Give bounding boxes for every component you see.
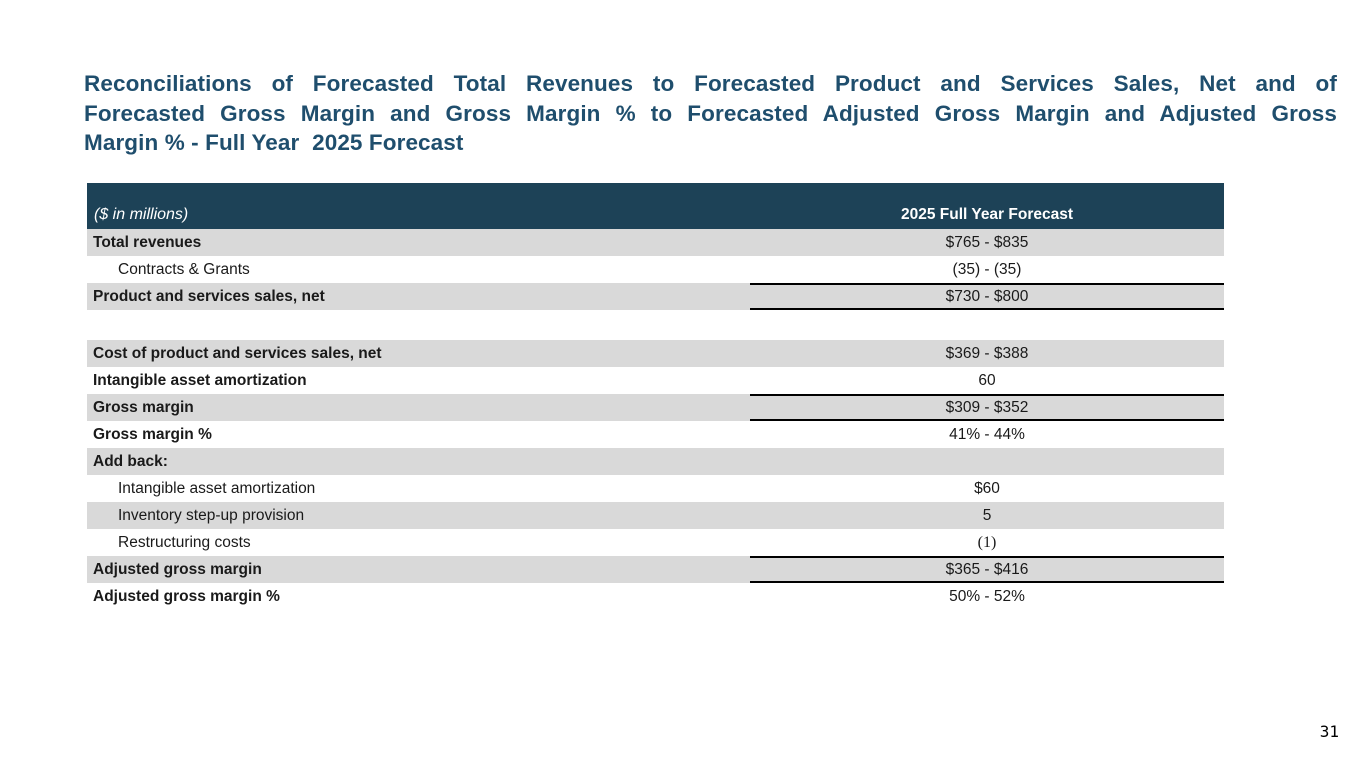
row-label: Cost of product and services sales, net	[93, 344, 382, 362]
row-value: $365 - $416	[750, 556, 1224, 583]
row-value: $309 - $352	[750, 394, 1224, 421]
row-value: $369 - $388	[945, 344, 1029, 362]
table-row: Adjusted gross margin % 50% - 52%	[87, 583, 1224, 610]
row-value: $730 - $800	[750, 283, 1224, 310]
page-number: 31	[1319, 722, 1339, 741]
table-body: Total revenues $765 - $835 Contracts & Gra…	[87, 229, 1224, 610]
table-row: Product and services sales, net $730 - $8…	[87, 283, 1224, 310]
table-row: Adjusted gross margin $365 - $416	[87, 556, 1224, 583]
table-header-forecast-column: 2025 Full Year Forecast	[900, 206, 1074, 223]
row-label: Intangible asset amortization	[93, 371, 307, 389]
reconciliation-table: ($ in millions) 2025 Full Year Forecast …	[87, 183, 1224, 610]
table-row: Gross margin $309 - $352	[87, 394, 1224, 421]
table-row: Total revenues $765 - $835	[87, 229, 1224, 256]
table-section-spacer	[87, 310, 1224, 340]
row-value: 41% - 44%	[949, 425, 1025, 443]
row-label: Adjusted gross margin %	[93, 587, 280, 605]
row-value: 50% - 52%	[949, 587, 1025, 605]
row-label: Intangible asset amortization	[118, 479, 316, 497]
row-value: $765 - $835	[945, 233, 1029, 251]
row-label: Total revenues	[93, 233, 202, 251]
table-row: Cost of product and services sales, net $…	[87, 340, 1224, 367]
row-value: (35) - (35)	[952, 260, 1022, 278]
row-value: 60	[978, 371, 996, 389]
row-label: Gross margin	[93, 398, 194, 416]
table-header-units-label: ($ in millions)	[94, 206, 189, 223]
row-value	[750, 448, 1224, 475]
slide-title-line-1: Reconciliations of Forecasted Total Reve…	[84, 71, 1337, 96]
row-label: Adjusted gross margin	[93, 560, 262, 578]
table-row: Intangible asset amortization $60	[87, 475, 1224, 502]
row-value: 5	[982, 506, 992, 524]
table-row: Inventory step-up provision 5	[87, 502, 1224, 529]
table-header-row: ($ in millions) 2025 Full Year Forecast	[87, 183, 1224, 229]
table-row: Contracts & Grants (35) - (35)	[87, 256, 1224, 283]
row-value: (1)	[977, 533, 997, 551]
row-label: Add back:	[93, 452, 168, 470]
row-label: Gross margin %	[93, 425, 212, 443]
slide-title: Reconciliations of Forecasted Total Reve…	[84, 69, 1337, 158]
row-label: Contracts & Grants	[118, 260, 250, 278]
table-row: Intangible asset amortization 60	[87, 367, 1224, 394]
table-row: Gross margin % 41% - 44%	[87, 421, 1224, 448]
table-row: Add back:	[87, 448, 1224, 475]
row-label: Inventory step-up provision	[118, 506, 305, 524]
row-value: $60	[974, 479, 1000, 497]
table-row: Restructuring costs (1)	[87, 529, 1224, 556]
slide-title-line-3: Margin % - Full Year 2025 Forecast	[84, 130, 464, 155]
row-label: Product and services sales, net	[93, 287, 325, 305]
row-label: Restructuring costs	[118, 533, 251, 551]
slide-title-line-2: Forecasted Gross Margin and Gross Margin…	[84, 100, 1337, 126]
